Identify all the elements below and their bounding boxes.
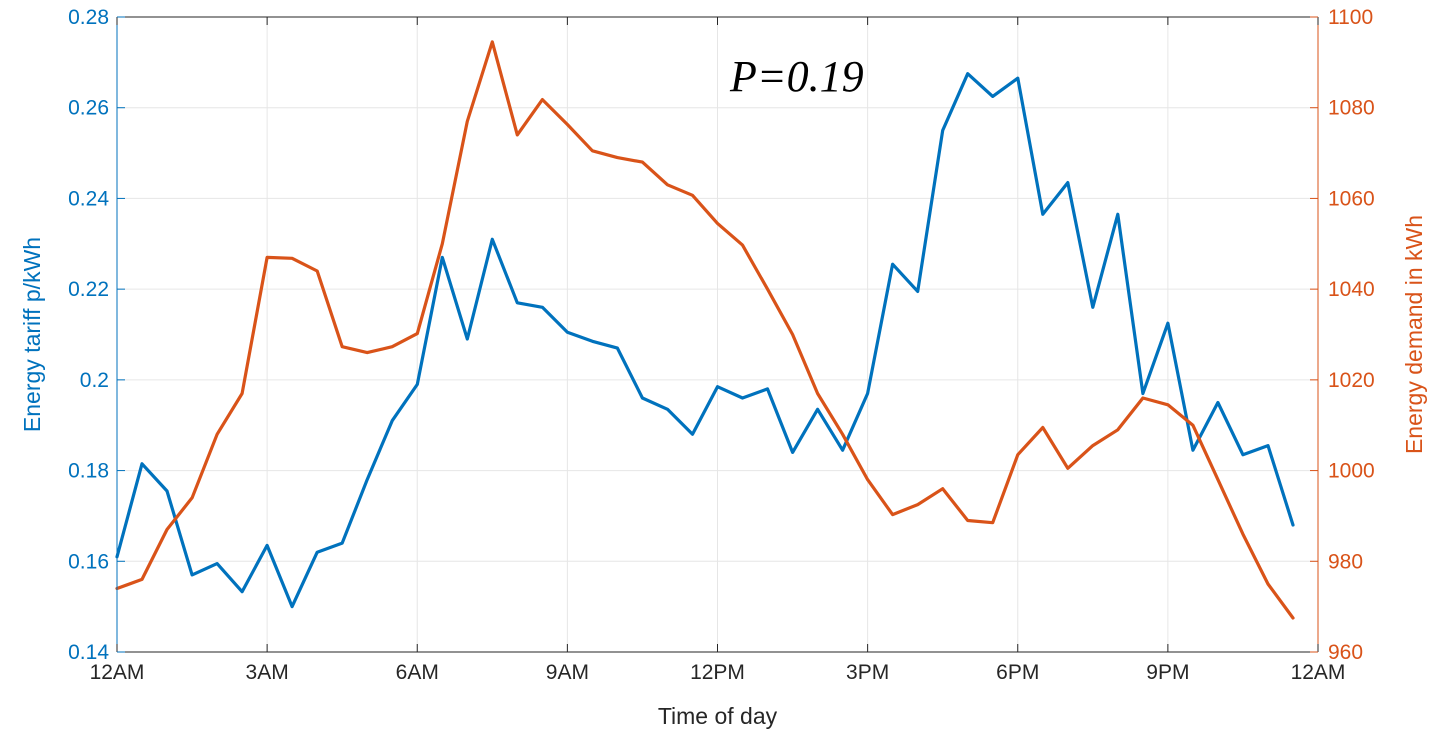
y-right-tick-label: 1080 [1328,97,1375,120]
x-axis-label: Time of day [658,703,778,729]
p-value-annotation: P=0.19 [729,52,864,101]
x-tick-label: 6PM [996,661,1039,684]
y-left-tick-label: 0.24 [68,187,109,210]
y-right-tick-label: 1000 [1328,460,1375,483]
y-left-tick-label: 0.18 [68,460,109,483]
y-left-tick-label: 0.26 [68,97,109,120]
demand-series-line [115,40,1295,620]
y-left-tick-label: 0.28 [68,6,109,29]
x-tick-label: 3AM [246,661,289,684]
tariff-series-line [115,72,1295,609]
y-right-tick-label: 1060 [1328,187,1375,210]
grid [116,16,1319,653]
y-left-tick-label: 0.2 [80,369,109,392]
y-left-tick-label: 0.14 [68,641,109,664]
axes [116,16,1319,653]
y-right-tick-label: 1100 [1328,6,1373,29]
right-y-axis-label: Energy demand in kWh [1401,215,1427,454]
x-tick-label: 6AM [396,661,439,684]
x-tick-label: 12AM [90,661,145,684]
x-tick-label: 12AM [1291,661,1346,684]
x-tick-label: 3PM [846,661,889,684]
y-right-tick-label: 1040 [1328,278,1375,301]
y-right-tick-label: 960 [1328,641,1363,664]
x-tick-label: 9PM [1146,661,1189,684]
x-tick-label: 9AM [546,661,589,684]
x-tick-label: 12PM [690,661,745,684]
series-lines [115,40,1295,620]
y-left-tick-label: 0.16 [68,550,109,573]
y-right-tick-label: 1020 [1328,369,1375,392]
left-y-axis-label: Energy tariff p/kWh [19,237,45,432]
tick-labels: 12AM 3AM 6AM 9AM 12PM 3PM 6PM 9PM 12AM0.140.160.… [68,6,1375,684]
y-right-tick-label: 980 [1328,550,1363,573]
y-left-tick-label: 0.22 [68,278,109,301]
